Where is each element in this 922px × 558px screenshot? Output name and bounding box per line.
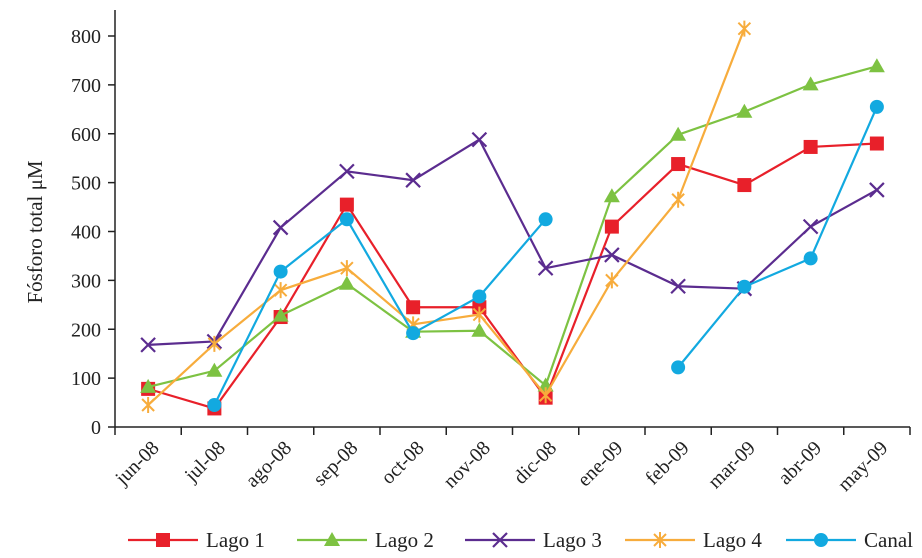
legend-item-lago-3: Lago 3: [465, 528, 602, 552]
lago-4-point: [141, 397, 155, 414]
y-tick-label: 600: [71, 124, 101, 146]
x-tick-label: ago-08: [241, 437, 296, 492]
legend-label: Canal: [864, 528, 913, 552]
x-tick-label: may-09: [834, 437, 893, 496]
canal-point: [737, 279, 752, 294]
y-tick-label: 0: [91, 417, 101, 439]
y-axis-title: Fósforo total μM: [23, 160, 47, 303]
lago-2-point: [670, 126, 687, 141]
lago-3-point: [339, 163, 355, 180]
x-tick-label: sep-08: [309, 437, 362, 490]
lago-1-point: [604, 219, 619, 234]
series-layer: [140, 20, 885, 416]
lago-2-point: [603, 188, 620, 203]
lago-1-point: [406, 300, 421, 315]
legend-item-lago-4: Lago 4: [625, 528, 762, 552]
legend: Lago 1 Lago 2 Lago 3 Lago 4 Canal: [128, 528, 913, 552]
lago-2-point: [471, 322, 488, 337]
x-tick-label: jul-08: [180, 437, 230, 487]
canal-point: [339, 212, 354, 227]
lago-3-point: [471, 131, 488, 148]
legend-label: Lago 4: [703, 528, 762, 552]
x-tick-label: oct-08: [377, 437, 429, 489]
y-tick-label: 400: [71, 222, 101, 244]
canal-point: [869, 99, 884, 114]
canal-point: [472, 289, 487, 304]
lago-1-point: [339, 197, 354, 212]
series-lago-2: [140, 58, 885, 393]
y-tick-label: 500: [71, 173, 101, 195]
canal-point: [671, 360, 686, 375]
lago-1-point: [737, 178, 752, 193]
lago-4-point: [737, 20, 752, 37]
x-tick-label: abr-09: [774, 437, 826, 489]
y-tick-label: 100: [71, 368, 101, 390]
lago-2-point: [140, 378, 157, 393]
legend-item-lago-1: Lago 1: [128, 528, 265, 552]
series-lago-4: [141, 20, 752, 414]
canal-point: [538, 212, 553, 227]
x-tick-label: ene-09: [573, 437, 627, 491]
lago-4-point: [273, 282, 288, 299]
lago-3-line: [148, 138, 878, 346]
x-ticks: jun-08 jul-08 ago-08 sep-08 oct-08 nov-08 dic-…: [110, 427, 911, 496]
lago-4-point: [340, 260, 354, 277]
y-tick-label: 300: [71, 270, 101, 292]
lago-2-point: [272, 307, 289, 322]
lago-3-point: [604, 247, 620, 263]
y-ticks: 0 100 200 300 400 500 600 700 800: [71, 26, 115, 439]
y-tick-label: 200: [71, 319, 101, 341]
legend-marker: [324, 532, 340, 546]
x-tick-label: nov-08: [439, 437, 495, 493]
canal-line: [677, 106, 878, 369]
lago-3-point: [869, 182, 885, 198]
series-canal: [207, 99, 884, 413]
lago-2-point: [338, 275, 355, 290]
legend-label: Lago 3: [543, 528, 602, 552]
lago-4-point: [671, 191, 685, 208]
lago-1-line: [147, 142, 877, 410]
lago-2-point: [736, 103, 753, 118]
lago-2-line: [147, 65, 878, 388]
lago-2-point: [868, 58, 885, 73]
legend-marker: [653, 532, 667, 548]
lago-1-point: [671, 157, 686, 172]
x-tick-label: dic-08: [509, 437, 561, 489]
lago-3-point: [140, 337, 156, 353]
canal-point: [207, 398, 222, 413]
lago-2-point: [206, 362, 223, 377]
canal-point: [406, 326, 421, 341]
legend-marker: [814, 533, 828, 547]
y-tick-label: 700: [71, 75, 101, 97]
lago-4-point: [605, 272, 619, 289]
lago-3-point: [670, 278, 686, 295]
lago-4-point: [472, 306, 487, 323]
x-tick-label: feb-09: [641, 437, 693, 489]
lago-1-point: [869, 136, 884, 151]
x-tick-label: jun-08: [110, 437, 163, 490]
lago-3-point: [537, 260, 554, 276]
canal-line: [213, 217, 547, 406]
canal-point: [273, 264, 288, 279]
lago-1-point: [803, 139, 818, 154]
legend-label: Lago 1: [206, 528, 265, 552]
lago-3-point: [272, 219, 289, 236]
legend-item-lago-2: Lago 2: [297, 528, 434, 552]
lago-2-point: [802, 76, 819, 91]
canal-point: [803, 251, 818, 266]
legend-marker: [492, 532, 508, 548]
lago-4-point: [207, 335, 222, 352]
y-tick-label: 800: [71, 26, 101, 48]
legend-item-canal: Canal: [786, 528, 913, 552]
lago-4-point: [538, 387, 553, 404]
lago-3-point: [802, 218, 819, 235]
lago-3-point: [405, 172, 421, 188]
legend-marker: [156, 533, 170, 547]
x-tick-label: mar-09: [704, 437, 760, 493]
series-lago-3: [140, 131, 885, 353]
legend-label: Lago 2: [375, 528, 434, 552]
lago-4-line: [147, 28, 746, 406]
series-lago-1: [141, 136, 884, 416]
